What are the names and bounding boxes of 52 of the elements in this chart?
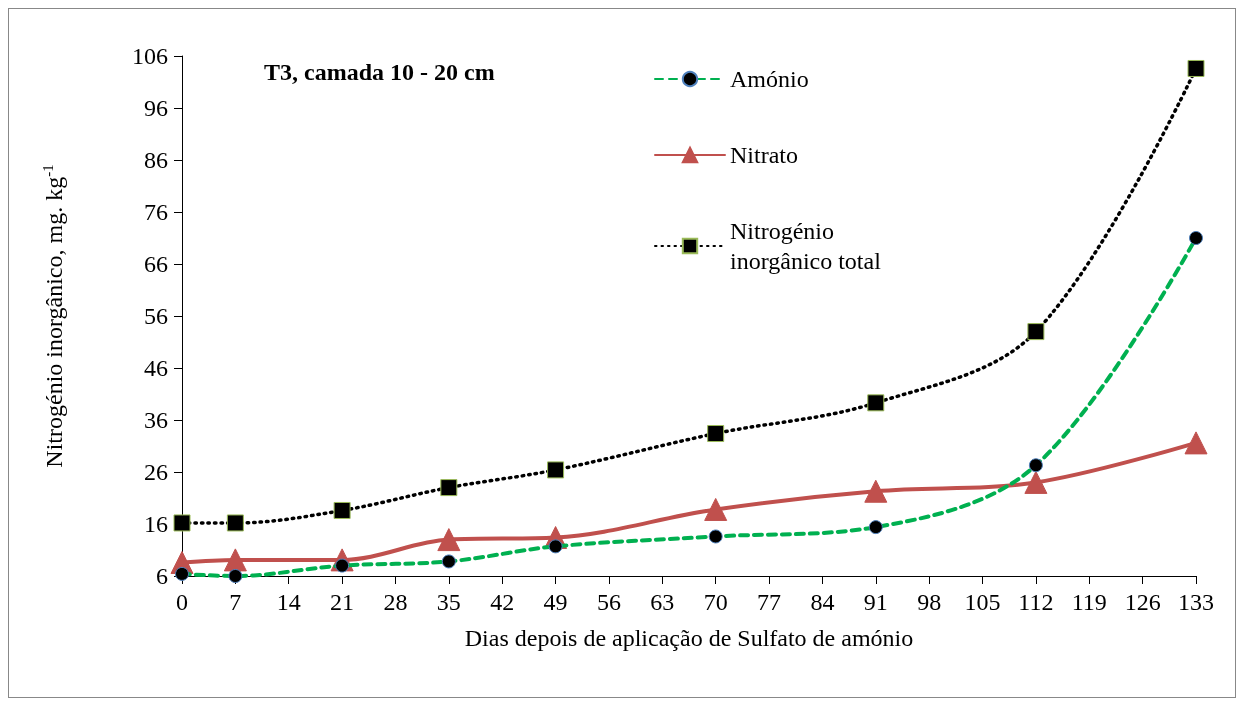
x-tick-label: 14 [276, 589, 301, 615]
y-tick-label: 76 [144, 199, 168, 225]
point [333, 501, 351, 519]
point [437, 528, 461, 552]
point [1024, 470, 1048, 494]
y-tick-label: 26 [144, 459, 168, 485]
x-tick-label: 35 [436, 589, 461, 615]
x-tick-label: 77 [757, 589, 782, 615]
x-tick-label: 84 [810, 589, 835, 615]
x-tick-label: 56 [596, 589, 621, 615]
x-axis-title: Dias depois de aplicação de Sulfato de amónio [464, 625, 914, 651]
point [226, 514, 244, 532]
y-tick-label: 106 [132, 43, 168, 69]
y-tick-label: 96 [144, 95, 168, 121]
legend-label: Nitrogénio inorgânico total [730, 218, 882, 274]
point [1184, 431, 1208, 455]
x-tick-label: 91 [863, 589, 888, 615]
point [867, 394, 885, 412]
y-tick-label: 16 [144, 511, 168, 537]
x-tick-label: 112 [1018, 589, 1054, 615]
point [864, 479, 888, 503]
x-tick-label: 133 [1178, 589, 1214, 615]
point [1027, 323, 1045, 341]
x-tick-label: 63 [650, 589, 675, 615]
y-tick-label: 46 [144, 355, 168, 381]
y-axis-title: Nitrogénio inorgânico, mg. kg-1 [39, 164, 67, 468]
legend-label: Nitrato [730, 142, 798, 168]
x-tick-label: 70 [703, 589, 728, 615]
point [707, 425, 725, 443]
point [440, 479, 458, 497]
x-tick-label: 28 [383, 589, 408, 615]
y-tick-label: 66 [144, 251, 168, 277]
point [223, 548, 247, 572]
y-tick-label: 36 [144, 407, 168, 433]
y-tick-label: 86 [144, 147, 168, 173]
x-tick-label: 49 [543, 589, 568, 615]
x-tick-label: 126 [1124, 589, 1161, 615]
x-tick-label: 119 [1071, 589, 1107, 615]
point [547, 461, 565, 479]
x-tick-label: 105 [964, 589, 1001, 615]
chart-title: T3, camada 10 - 20 cm [264, 59, 495, 85]
point [173, 514, 191, 532]
x-tick-label: 21 [330, 589, 355, 615]
x-tick-label: 7 [229, 589, 242, 615]
y-tick-label: 6 [156, 563, 168, 589]
point [1187, 59, 1205, 77]
x-tick-label: 0 [176, 589, 188, 615]
legend-label: Amónio [730, 66, 809, 92]
x-tick-label: 42 [490, 589, 515, 615]
point [704, 497, 728, 521]
y-tick-label: 56 [144, 303, 168, 329]
x-tick-label: 98 [917, 589, 942, 615]
